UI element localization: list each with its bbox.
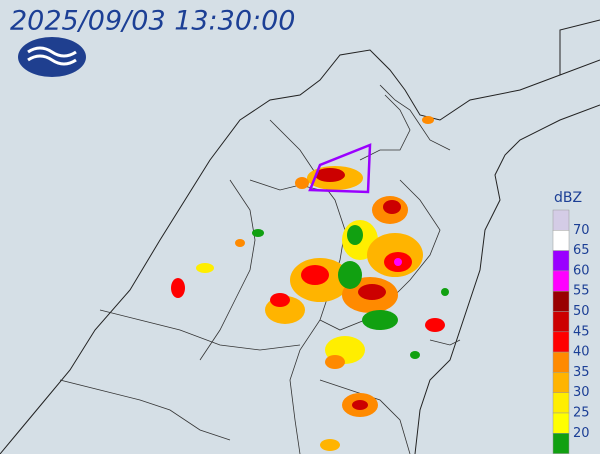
legend-swatch <box>552 331 570 353</box>
legend-label: 20 <box>573 426 590 441</box>
legend-label: 35 <box>573 365 590 380</box>
legend-swatch <box>552 372 570 393</box>
legend-swatch <box>552 290 570 312</box>
legend-label: 30 <box>573 385 590 400</box>
legend-label: 70 <box>573 223 590 238</box>
legend-label: 50 <box>573 304 590 319</box>
legend-swatch <box>552 392 570 414</box>
legend-swatch <box>552 412 570 434</box>
legend-swatch <box>552 209 570 231</box>
legend-swatch <box>552 433 570 454</box>
legend-label: 65 <box>573 243 590 258</box>
legend-label: 45 <box>573 324 590 339</box>
legend-label: 25 <box>573 406 590 421</box>
radar-echoes <box>171 116 449 451</box>
legend-swatch <box>552 351 570 373</box>
legend: 70 65 60 55 50 45 40 35 30 25 20 <box>552 209 590 454</box>
legend-label: 40 <box>573 345 590 360</box>
logo <box>18 37 86 77</box>
legend-swatch <box>552 311 570 333</box>
land-outline <box>0 19 600 455</box>
legend-title: dBZ <box>554 190 582 206</box>
legend-swatch <box>552 250 570 272</box>
legend-swatch <box>552 230 570 251</box>
warning-area <box>308 143 372 194</box>
legend-swatch <box>552 270 570 292</box>
legend-label: 55 <box>573 284 590 299</box>
timestamp: 2025/09/03 13:30:00 <box>10 6 295 37</box>
legend-label: 60 <box>573 263 590 278</box>
